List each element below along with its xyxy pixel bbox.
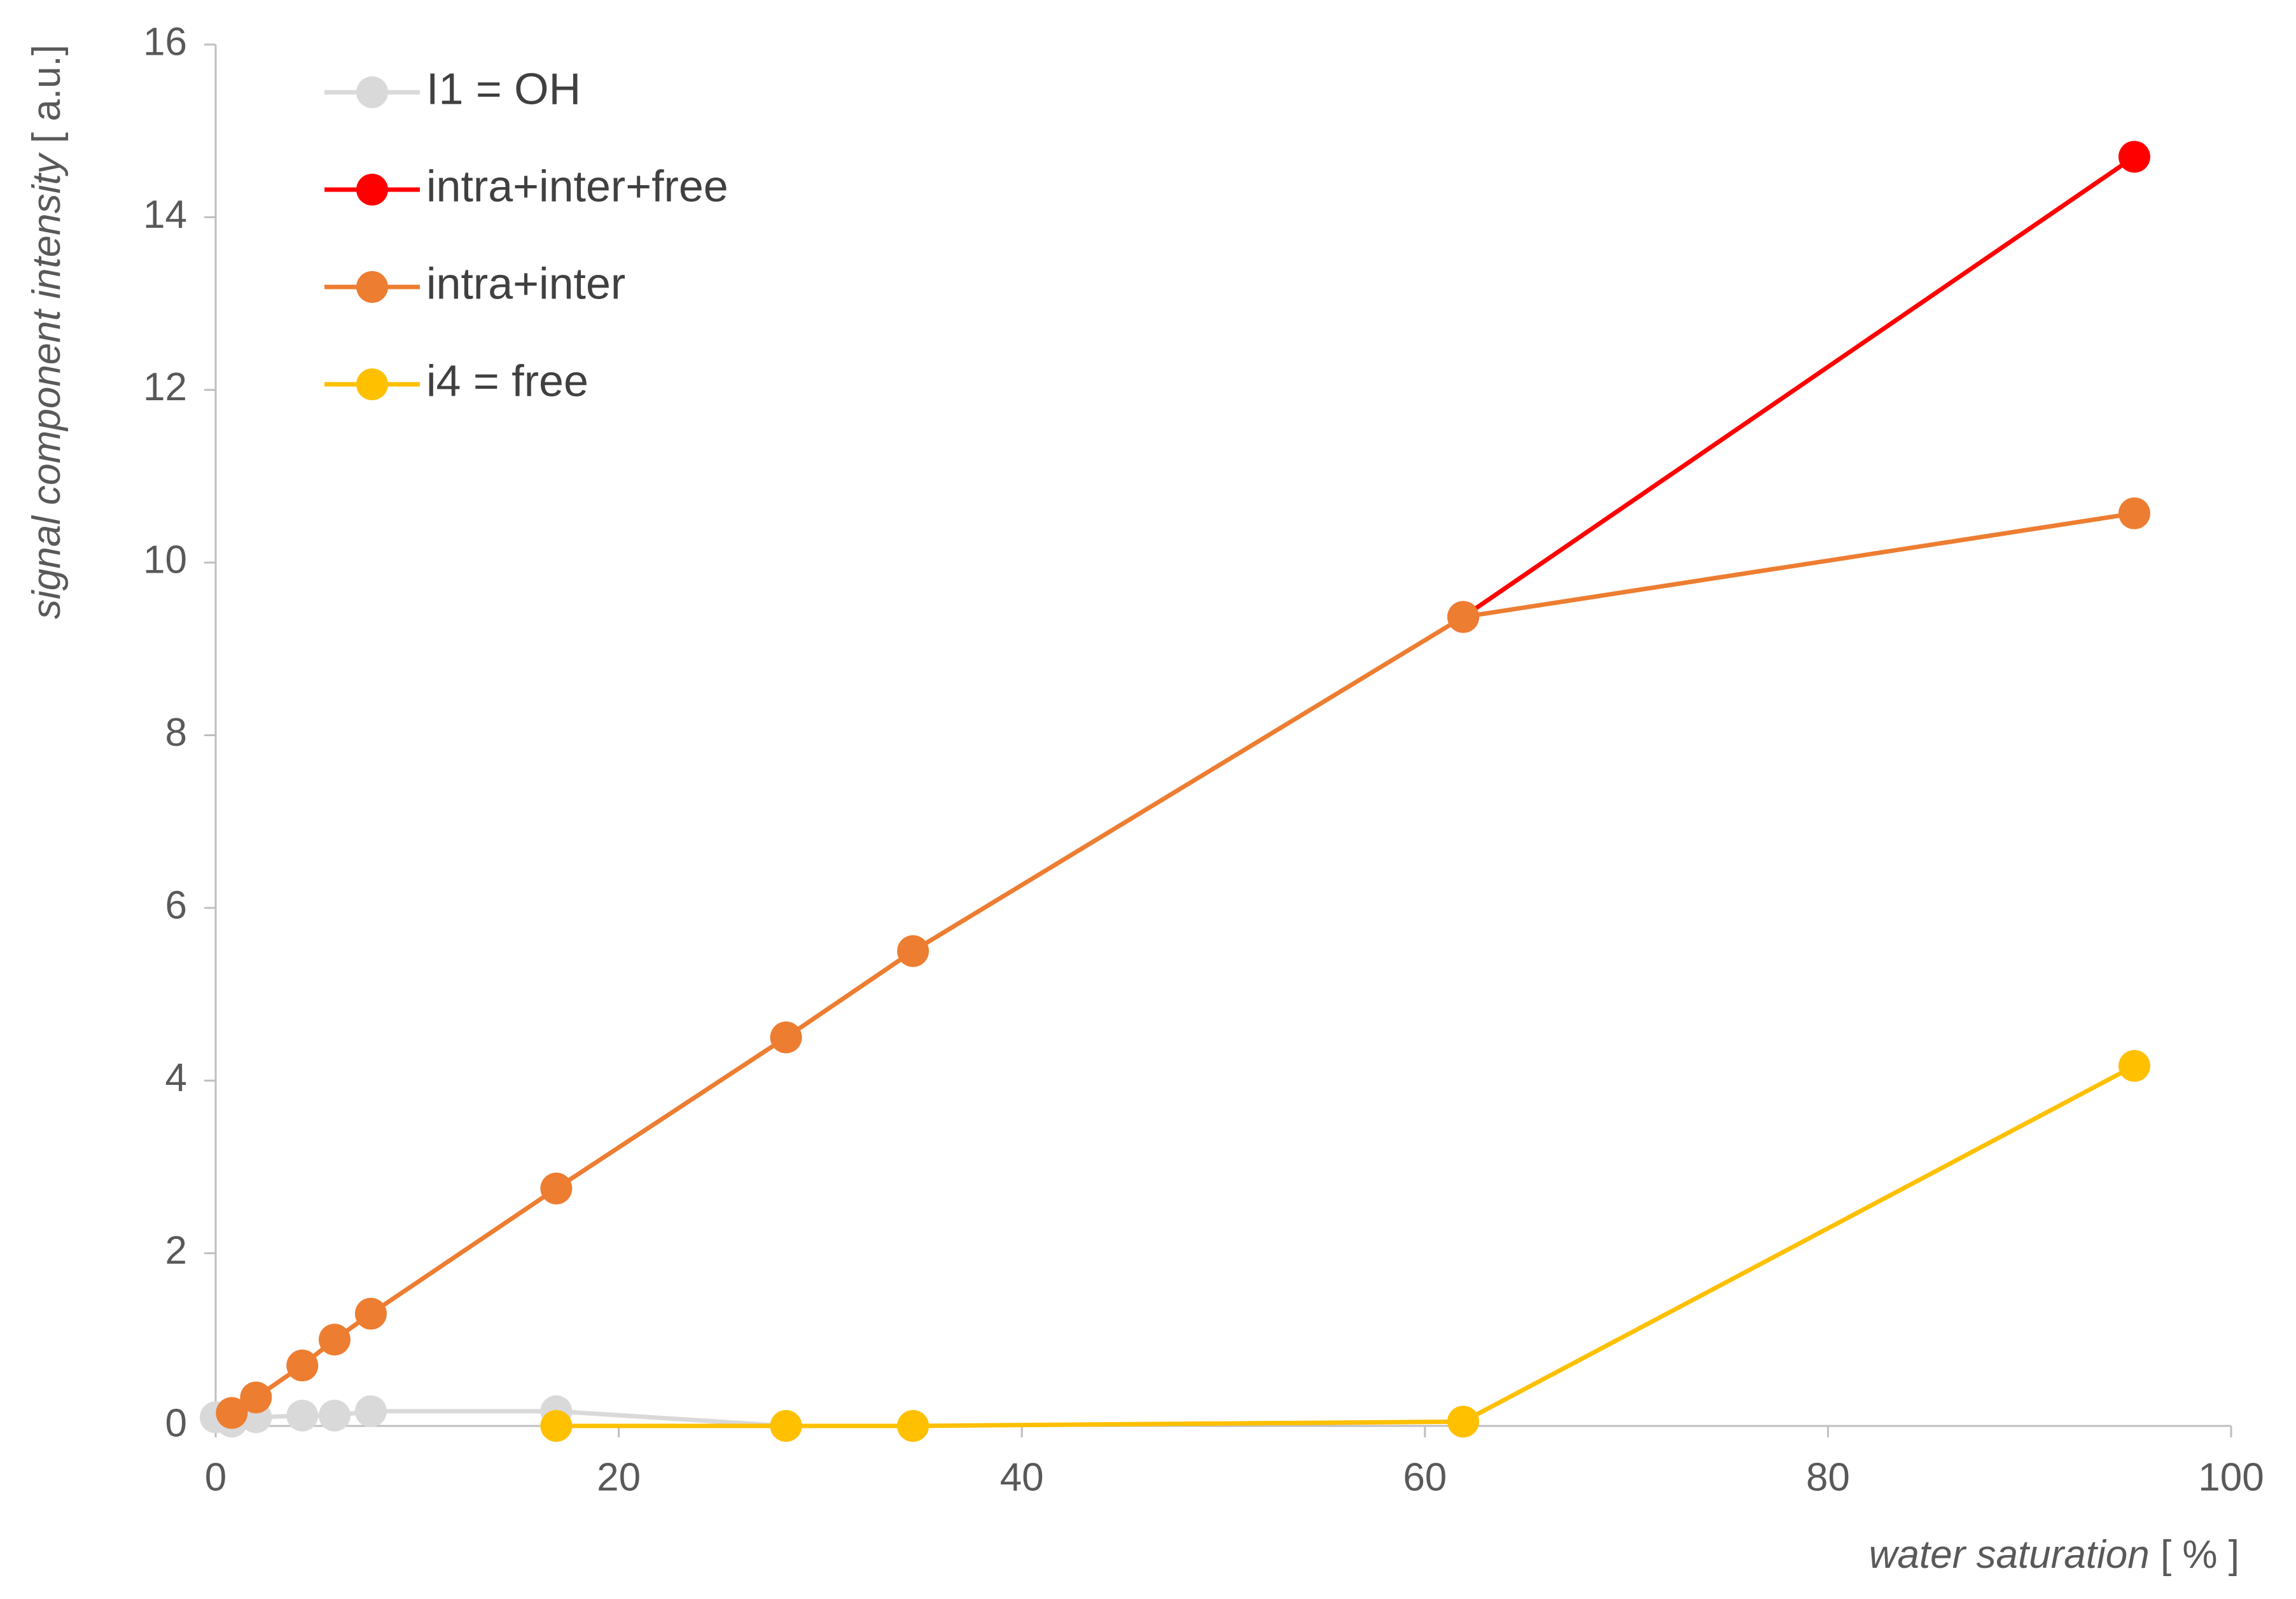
y-tick-label: 2 [165,1229,187,1273]
y-label: signal component intensity [25,151,69,619]
x-tick-label: 20 [597,1455,641,1499]
marker [897,1410,929,1442]
y-unit: [ a.u.] [25,45,69,143]
marker [2118,497,2150,529]
y-tick-label: 14 [143,193,187,237]
x-tick-label: 40 [1000,1455,1044,1499]
x-tick-label: 100 [2198,1455,2264,1499]
legend-marker [356,368,388,400]
marker [1447,1406,1479,1438]
y-tick-label: 4 [165,1056,187,1100]
marker [354,1297,387,1330]
y-tick-label: 12 [143,365,187,409]
marker [770,1410,802,1442]
marker [286,1350,319,1382]
legend-marker [356,76,388,108]
marker [2118,1050,2150,1082]
y-tick-label: 10 [143,538,187,582]
marker [354,1395,387,1427]
marker [216,1397,248,1429]
marker [286,1399,319,1432]
y-tick-label: 16 [143,20,187,64]
x-axis-title: water saturation [ % ] [1869,1533,2239,1577]
legend-label: intra+inter+free [426,161,728,211]
marker [2118,141,2150,173]
marker [318,1323,351,1356]
legend-label: I1 = OH [426,64,581,113]
legend-marker [356,174,388,206]
marker [897,935,929,967]
x-unit: [ % ] [2160,1533,2239,1577]
marker [1447,601,1479,633]
marker [770,1021,802,1054]
x-label: water saturation [1869,1533,2150,1577]
series-line [556,1064,2136,1428]
legend-marker [356,271,388,303]
series-line [1462,155,2136,619]
marker [540,1410,573,1442]
x-tick-label: 60 [1403,1455,1447,1499]
x-tick-label: 80 [1806,1455,1850,1499]
marker [240,1381,272,1414]
series-line [230,511,2135,1415]
marker [540,1172,573,1204]
legend-label: i4 = free [426,356,588,405]
x-tick-label: 0 [205,1455,226,1499]
y-tick-label: 6 [165,883,187,927]
y-axis-title: signal component intensity [ a.u.] [25,45,69,619]
marker [318,1399,351,1432]
legend-label: intra+inter [426,258,625,308]
y-tick-label: 8 [165,711,187,755]
y-tick-label: 0 [165,1401,187,1445]
